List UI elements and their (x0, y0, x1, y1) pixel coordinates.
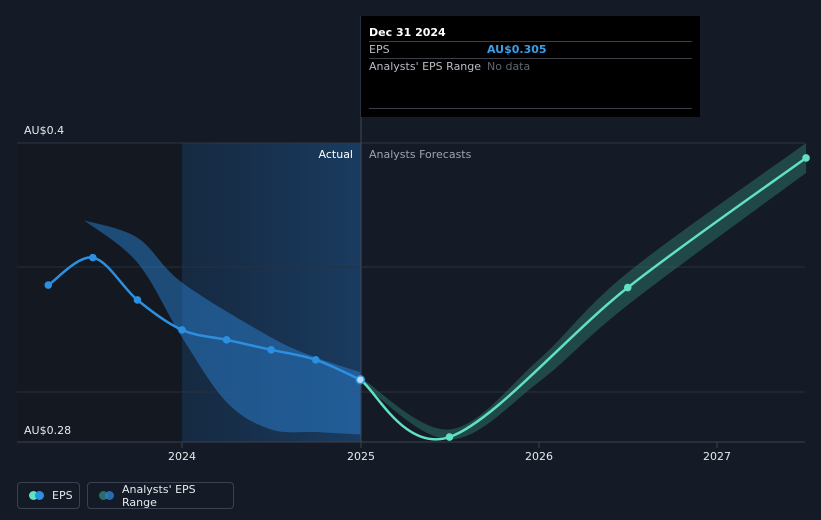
eps-forecast-line (359, 156, 807, 441)
x-tick-label-2024: 2024 (168, 450, 196, 463)
eps-forecast-point[interactable] (802, 154, 810, 162)
tooltip-range-label: Analysts' EPS Range (369, 60, 482, 73)
actual-section-label: Actual (319, 148, 353, 161)
eps-forecast-point[interactable] (623, 283, 632, 292)
y-tick-label-bottom: AU$0.28 (24, 424, 71, 437)
tooltip-eps-label: EPS (369, 43, 390, 56)
tooltip-date: Dec 31 2024 (369, 26, 446, 39)
y-tick-label-top: AU$0.4 (24, 124, 64, 137)
eps-markers (44, 154, 810, 441)
eps-forecast-point[interactable] (445, 433, 454, 441)
tooltip-eps-row: EPS AU$0.305 (369, 41, 692, 58)
x-tick-label-2025: 2025 (347, 450, 375, 463)
range-legend-icon (99, 491, 114, 500)
eps-actual-point[interactable] (133, 296, 142, 304)
eps-actual-point[interactable] (222, 336, 231, 344)
eps-actual-point[interactable] (89, 253, 97, 262)
eps-actual-line (47, 256, 361, 381)
tooltip-divider (369, 108, 692, 109)
analysts-eps-range-forecast-band (360, 143, 807, 440)
forecast-section-label: Analysts Forecasts (369, 148, 472, 161)
tooltip-range-value: No data (487, 60, 531, 73)
data-tooltip: Dec 31 2024 EPS AU$0.305 Analysts' EPS R… (361, 16, 700, 117)
eps-actual-point[interactable] (311, 355, 320, 364)
legend-eps-toggle[interactable]: EPS (17, 482, 80, 509)
analysts-eps-range-historical-band (83, 220, 361, 435)
tooltip-range-row: Analysts' EPS Range No data (369, 58, 692, 75)
legend-range-toggle[interactable]: Analysts' EPS Range (87, 482, 234, 509)
eps-actual-point[interactable] (44, 281, 53, 289)
x-tick-label-2026: 2026 (525, 450, 553, 463)
legend-range-label: Analysts' EPS Range (122, 482, 196, 509)
eps-actual-point[interactable] (178, 326, 186, 334)
legend-eps-label: EPS (52, 489, 73, 502)
eps-actual-point[interactable] (355, 374, 366, 385)
eps-legend-icon (29, 491, 44, 500)
tooltip-eps-value: AU$0.305 (487, 43, 547, 56)
eps-actual-point[interactable] (267, 346, 275, 354)
x-tick-label-2027: 2027 (703, 450, 731, 463)
